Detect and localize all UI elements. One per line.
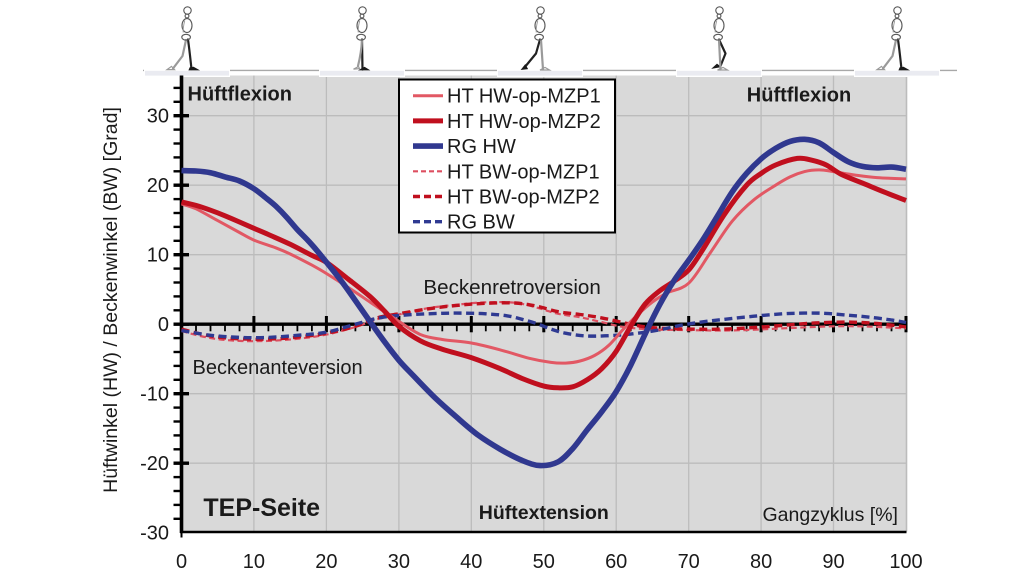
svg-text:HT BW-op-MZP2: HT BW-op-MZP2 bbox=[447, 187, 600, 209]
svg-text:Hüftflexion: Hüftflexion bbox=[747, 85, 851, 107]
svg-text:Hüftextension: Hüftextension bbox=[479, 502, 609, 524]
svg-text:20: 20 bbox=[315, 551, 337, 573]
svg-text:Hüftwinkel (HW) / Beckenwinkel: Hüftwinkel (HW) / Beckenwinkel (BW) [Gra… bbox=[100, 107, 122, 493]
svg-text:TEP-Seite: TEP-Seite bbox=[203, 494, 320, 522]
svg-text:-30: -30 bbox=[140, 523, 169, 545]
svg-text:10: 10 bbox=[147, 245, 169, 267]
svg-text:90: 90 bbox=[822, 551, 844, 573]
svg-text:-10: -10 bbox=[140, 384, 169, 406]
svg-text:50: 50 bbox=[533, 551, 555, 573]
svg-text:80: 80 bbox=[750, 551, 772, 573]
svg-text:40: 40 bbox=[460, 551, 482, 573]
svg-text:10: 10 bbox=[243, 551, 265, 573]
svg-text:RG BW: RG BW bbox=[447, 212, 515, 234]
svg-text:30: 30 bbox=[388, 551, 410, 573]
svg-text:RG HW: RG HW bbox=[447, 136, 516, 158]
svg-text:0: 0 bbox=[176, 551, 187, 573]
svg-text:Hüftflexion: Hüftflexion bbox=[188, 84, 292, 106]
svg-text:0: 0 bbox=[158, 314, 169, 336]
svg-text:Beckenretroversion: Beckenretroversion bbox=[423, 276, 600, 299]
svg-text:-20: -20 bbox=[140, 453, 169, 475]
svg-text:HT HW-op-MZP2: HT HW-op-MZP2 bbox=[447, 111, 601, 133]
svg-text:30: 30 bbox=[147, 106, 169, 128]
svg-text:Gangzyklus [%]: Gangzyklus [%] bbox=[763, 504, 898, 526]
svg-text:60: 60 bbox=[605, 551, 627, 573]
svg-text:Beckenanteversion: Beckenanteversion bbox=[193, 357, 363, 379]
svg-text:HT HW-op-MZP1: HT HW-op-MZP1 bbox=[447, 86, 601, 108]
svg-text:20: 20 bbox=[147, 175, 169, 197]
svg-text:100: 100 bbox=[889, 551, 922, 573]
svg-text:HT BW-op-MZP1: HT BW-op-MZP1 bbox=[447, 161, 600, 183]
svg-text:70: 70 bbox=[678, 551, 700, 573]
